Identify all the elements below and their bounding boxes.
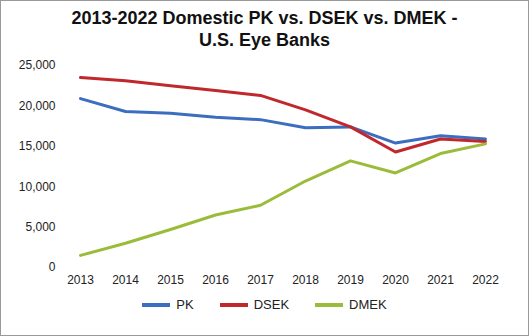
svg-text:15,000: 15,000 [19,139,56,153]
svg-text:25,000: 25,000 [19,58,56,72]
svg-text:2015: 2015 [157,273,184,287]
svg-text:2017: 2017 [247,273,274,287]
svg-text:2016: 2016 [202,273,229,287]
svg-text:2020: 2020 [382,273,409,287]
html-text:2013-2022 Domestic PK vs. DSEK: 2013-2022 Domestic PK vs. DSEK vs. DMEK … [71,8,458,50]
svg-text:0: 0 [49,260,56,274]
svg-text:2018: 2018 [292,273,319,287]
html-text:DSEK: DSEK [253,297,290,312]
svg-text:2021: 2021 [427,273,454,287]
html-text:PK: PK [176,297,194,312]
svg-text:2013: 2013 [67,273,94,287]
svg-text:2019: 2019 [337,273,364,287]
svg-text:2022: 2022 [472,273,499,287]
svg-text:10,000: 10,000 [19,180,56,194]
svg-text:2014: 2014 [112,273,139,287]
html-text:DMEK: DMEK [349,297,387,312]
svg-text:5,000: 5,000 [25,220,55,234]
svg-text:20,000: 20,000 [19,99,56,113]
